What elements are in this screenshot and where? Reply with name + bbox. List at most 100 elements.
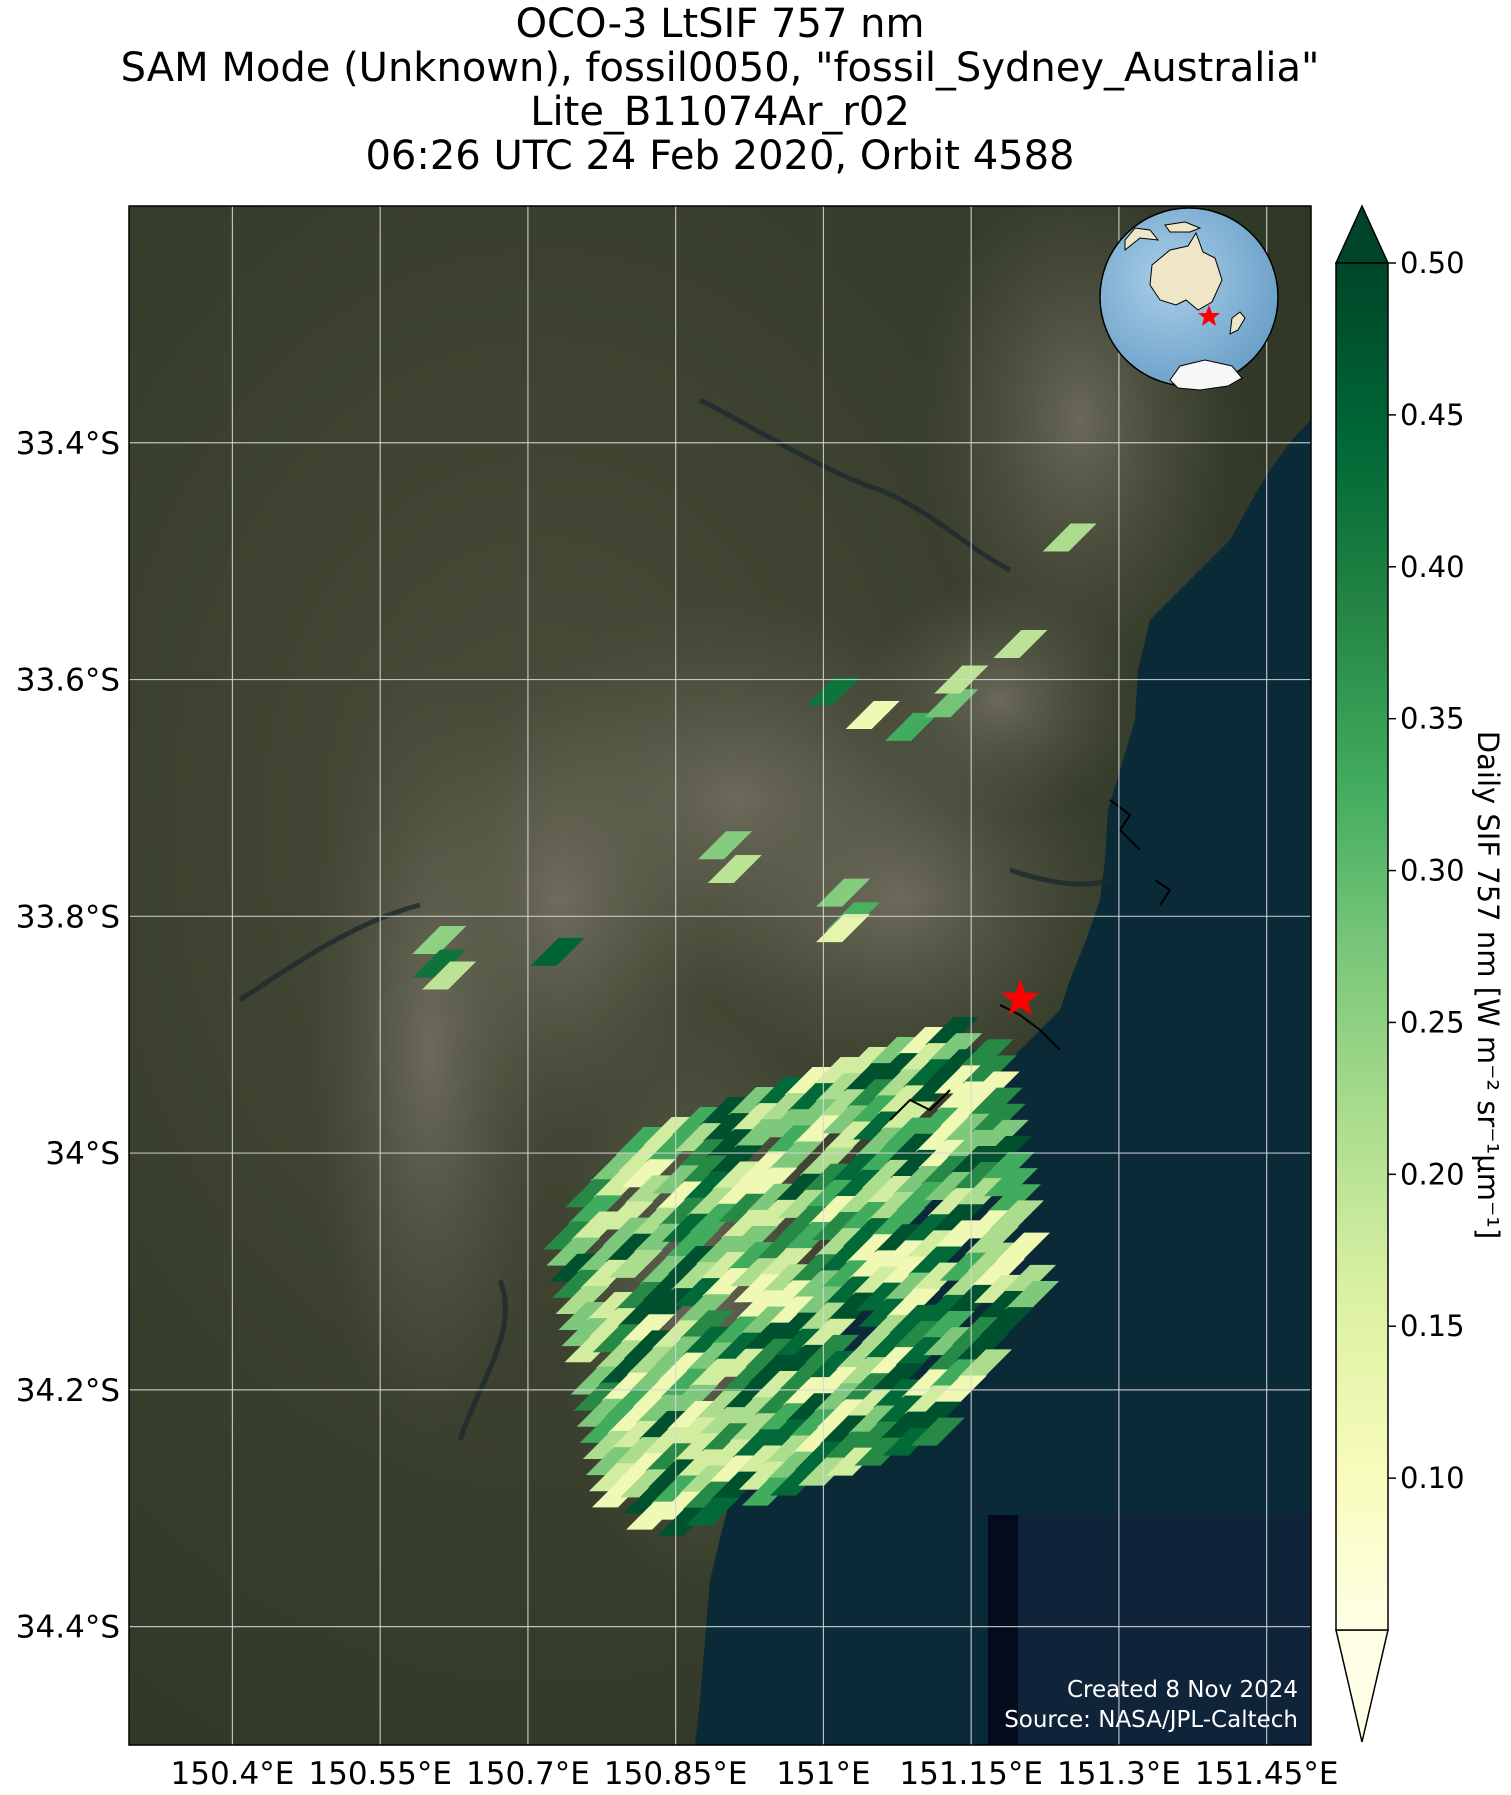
colorbar-tick-label: 0.25: [1400, 1005, 1465, 1039]
lon-tick-label: 151.3°E: [1057, 1756, 1181, 1792]
sif-footprint: [920, 1310, 975, 1339]
sif-footprint: [954, 1333, 1009, 1362]
target-star-icon: [1001, 979, 1040, 1016]
lat-tick-label: 34.4°S: [16, 1610, 120, 1646]
lon-tick-label: 150.7°E: [466, 1756, 590, 1792]
sif-footprint: [974, 1119, 1029, 1148]
title-line-2: SAM Mode (Unknown), fossil0050, "fossil_…: [120, 45, 1320, 91]
lon-tick-label: 151.45°E: [1195, 1756, 1339, 1792]
inset-star-icon: [1198, 305, 1220, 326]
sif-footprints: [412, 523, 1172, 1536]
sif-footprint: [907, 1401, 962, 1430]
sif-footprint: [959, 1039, 1014, 1068]
sif-footprint: [908, 1246, 963, 1275]
sif-footprint: [621, 1159, 676, 1188]
colorbar-tick-label: 0.20: [1400, 1157, 1465, 1191]
sif-footprint: [805, 1334, 860, 1363]
sif-footprint: [989, 1200, 1044, 1229]
title-line-3: Lite_B11074Ar_r02: [530, 89, 910, 135]
sif-footprint: [885, 712, 940, 741]
sif-footprint: [996, 1232, 1051, 1261]
graticule: [129, 206, 1311, 1745]
lon-tick-label: 150.85°E: [604, 1756, 748, 1792]
lat-tick-label: 33.6°S: [16, 663, 120, 699]
sif-footprint: [816, 914, 871, 943]
sif-footprint: [924, 689, 979, 718]
colorbar-tick-label: 0.40: [1400, 550, 1465, 584]
colorbar-tick-label: 0.15: [1400, 1309, 1465, 1343]
sif-footprint: [806, 677, 861, 706]
sif-footprint: [608, 1249, 663, 1278]
sif-footprint: [664, 1384, 719, 1413]
sif-footprint: [707, 854, 762, 883]
sif-footprint: [928, 1033, 983, 1062]
colorbar-label: Daily SIF 757 nm [W m⁻² sr⁻¹μm⁻¹]: [1471, 731, 1505, 1239]
sif-footprint: [709, 1145, 764, 1174]
sif-footprint: [546, 1237, 601, 1266]
target-star: [1001, 979, 1040, 1016]
sif-footprint: [680, 1310, 735, 1339]
colorbar-tick-label: 0.10: [1400, 1461, 1465, 1495]
figure-title: OCO-3 LtSIF 757 nm SAM Mode (Unknown), f…: [0, 2, 1440, 178]
colorbar-extend-high: [1334, 204, 1390, 264]
map-frame: [128, 205, 1312, 1746]
created-text: Created 8 Nov 2024: [1067, 1677, 1298, 1703]
colorbar-gradient: [1335, 262, 1389, 1631]
sif-footprint: [685, 1497, 740, 1526]
lat-tick-label: 34.2°S: [16, 1373, 120, 1409]
antarctica-shape: [1169, 359, 1243, 391]
latitude-labels: 33.4°S 33.6°S 33.8°S 34°S 34.2°S 34.4°S: [16, 426, 120, 1646]
sif-footprint: [555, 1285, 610, 1314]
sif-footprint: [983, 1168, 1038, 1197]
sif-footprint: [971, 1103, 1026, 1132]
sif-footprint: [724, 1225, 779, 1254]
lat-tick-label: 33.8°S: [16, 899, 120, 935]
sif-footprint: [412, 925, 467, 954]
sif-footprint: [871, 1208, 926, 1237]
sif-footprint: [986, 1184, 1041, 1213]
sif-footprint: [568, 1195, 623, 1224]
sif-footprint: [870, 1363, 925, 1392]
sif-footprint: [816, 878, 871, 907]
source-text: Source: NASA/JPL-Caltech: [1004, 1707, 1298, 1733]
sif-footprint: [1005, 1280, 1060, 1309]
australia-shape: [1149, 231, 1223, 311]
sif-footprint: [980, 1152, 1035, 1181]
longitude-labels: 150.4°E 150.55°E 150.7°E 150.85°E 151°E 151.1…: [171, 1756, 1339, 1792]
colorbar-tick-label: 0.50: [1400, 246, 1465, 280]
sif-footprint: [530, 937, 585, 966]
sif-footprint: [758, 1248, 813, 1277]
sif-footprint: [886, 1288, 941, 1317]
sif-footprint: [977, 1135, 1032, 1164]
lat-tick-label: 34°S: [45, 1136, 120, 1172]
sif-footprint: [677, 1294, 732, 1323]
sif-footprint: [412, 949, 467, 978]
colorbar-tick-label: 0.45: [1400, 398, 1465, 432]
lat-tick-label: 33.4°S: [16, 426, 120, 462]
sif-footprint: [962, 1055, 1017, 1084]
sif-footprint: [1002, 1264, 1057, 1293]
lon-tick-label: 151°E: [776, 1756, 870, 1792]
lon-tick-label: 150.55°E: [308, 1756, 452, 1792]
colorbar: 0.10 0.15 0.20 0.25 0.30 0.35 0.40 0.45 0.50 Dai…: [1334, 204, 1505, 1743]
title-line-1: OCO-3 LtSIF 757 nm: [515, 1, 925, 47]
colorbar-extend-low: [1335, 1629, 1389, 1743]
sif-footprint: [964, 1226, 1019, 1255]
sif-footprint: [925, 1017, 980, 1046]
sif-footprint: [422, 961, 477, 990]
title-line-4: 06:26 UTC 24 Feb 2020, Orbit 4588: [365, 133, 1075, 179]
sif-footprint: [881, 1101, 936, 1130]
sif-footprint: [599, 1201, 654, 1230]
sif-footprint: [620, 1314, 675, 1343]
inset-globe: [1099, 207, 1279, 391]
sif-footprint: [968, 1087, 1023, 1116]
lon-tick-label: 151.15°E: [899, 1756, 1043, 1792]
sif-footprint: [845, 701, 900, 730]
sif-footprint: [993, 630, 1048, 659]
sif-footprint: [1042, 523, 1097, 552]
sif-footprint: [665, 1229, 720, 1258]
sif-footprint: [697, 831, 752, 860]
sif-footprint: [768, 1141, 823, 1170]
colorbar-tick-label: 0.30: [1400, 854, 1465, 888]
